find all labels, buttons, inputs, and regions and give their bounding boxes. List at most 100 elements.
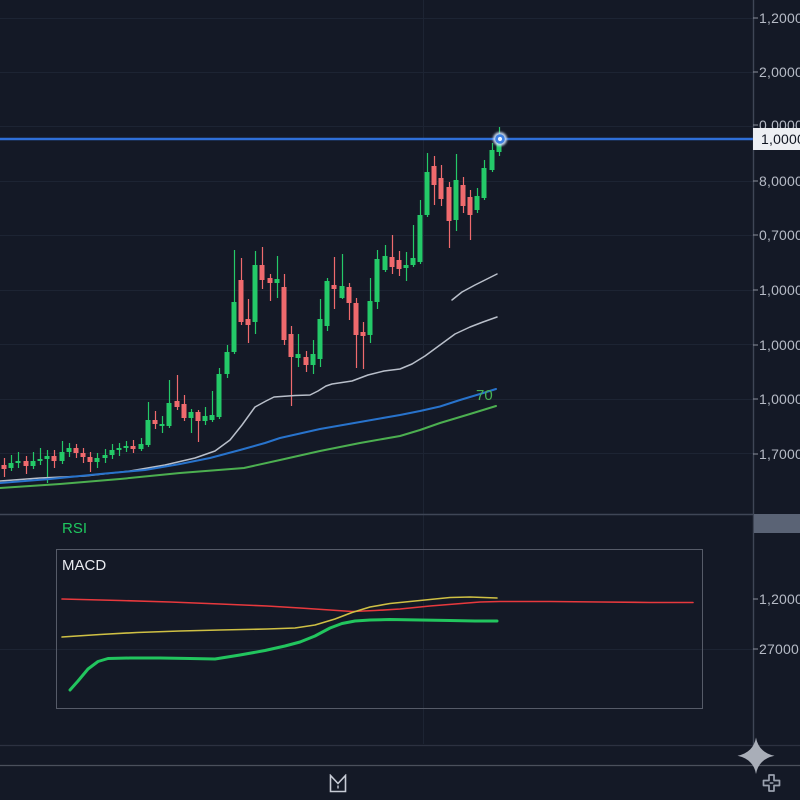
candle-body — [224, 352, 230, 374]
candle-body — [367, 301, 373, 335]
candle-body — [37, 459, 43, 461]
candle-body — [310, 354, 316, 365]
candle-body — [331, 285, 337, 289]
pane-separator-handle[interactable] — [754, 514, 800, 533]
candle-body — [288, 334, 294, 357]
candle-body — [346, 287, 352, 303]
candle-body — [30, 461, 36, 466]
price-axis-label: 1,2000 — [759, 10, 800, 26]
candle-body — [87, 457, 93, 462]
macd-yellow — [61, 596, 498, 638]
price-axis-label: 27000 — [759, 641, 799, 657]
price-axis-label: 2,0000 — [759, 64, 800, 80]
price-axis-tick — [753, 234, 758, 236]
candle-body — [44, 456, 50, 459]
candle-body — [252, 265, 258, 322]
candle-body — [438, 178, 444, 199]
price-axis-tick — [753, 648, 758, 650]
candle-body — [389, 257, 395, 267]
candle-body — [467, 197, 473, 215]
price-axis-label: 8,0000 — [759, 173, 800, 189]
candle-body — [80, 453, 86, 457]
candle-body — [410, 258, 416, 265]
candle-body — [59, 452, 65, 461]
price-axis-tick — [753, 124, 758, 126]
candle-body — [145, 420, 151, 445]
price-axis-label: 1,0000 — [759, 337, 800, 353]
candle-body — [317, 319, 323, 359]
candle-body — [8, 463, 14, 468]
candle-body — [15, 461, 21, 463]
price-axis-tick — [753, 289, 758, 291]
candle-body — [238, 280, 244, 322]
bottom-navigation-bar — [0, 765, 800, 800]
candle-body — [489, 150, 495, 170]
rsi-indicator-label[interactable]: RSI — [62, 520, 88, 537]
macd-signal-red — [61, 598, 694, 613]
candle-body — [424, 172, 430, 215]
candle-body — [1, 465, 7, 469]
candle-body — [396, 260, 402, 269]
macd-indicator-label[interactable]: MACD — [62, 557, 107, 574]
candle-body — [123, 446, 129, 448]
candle-body — [259, 265, 265, 280]
candle-body — [474, 196, 480, 210]
overbought-level-label: 70 — [476, 387, 493, 404]
ma-gray-fast — [451, 273, 498, 301]
candle-body — [94, 458, 100, 462]
ma-blue — [0, 388, 497, 484]
price-axis-label: 1,0000 — [759, 391, 800, 407]
price-axis-tick — [753, 180, 758, 182]
ma-green — [0, 405, 497, 489]
candle-body — [195, 412, 201, 421]
candle-body — [446, 187, 452, 221]
candle-body — [382, 256, 388, 270]
candle-body — [152, 420, 158, 424]
candle-body — [267, 278, 273, 283]
candle-body — [209, 415, 215, 420]
candle-body — [274, 279, 280, 283]
candle-body — [23, 461, 29, 466]
candle-body — [102, 455, 108, 458]
price-axis-tick — [753, 398, 758, 400]
candle-body — [109, 450, 115, 455]
candle-body — [73, 448, 79, 453]
candle-body — [417, 215, 423, 262]
price-axis-label: 1,7000 — [759, 446, 800, 462]
candle-body — [231, 302, 237, 352]
candle-body — [188, 412, 194, 418]
current-price-label: 1,0000 — [753, 128, 800, 150]
candle-body — [245, 319, 251, 325]
price-axis-tick — [753, 598, 758, 600]
candle-body — [159, 424, 165, 426]
sparkle-icon[interactable] — [736, 736, 776, 776]
candle-body — [360, 332, 366, 336]
candle-body — [339, 286, 345, 298]
price-axis-tick — [753, 453, 758, 455]
m-logo-icon[interactable] — [329, 774, 348, 794]
candle-body — [324, 281, 330, 326]
candle-body — [166, 403, 172, 426]
candle-body — [281, 287, 287, 340]
candle-body — [66, 448, 72, 452]
current-price-value: 1,0000 — [761, 131, 800, 147]
candle-body — [174, 401, 180, 407]
price-axis-tick — [753, 344, 758, 346]
plus-icon[interactable] — [762, 773, 781, 793]
price-axis-label: 1,2000 — [759, 591, 800, 607]
candle-body — [202, 416, 208, 421]
candle-body — [403, 265, 409, 268]
candle-body — [303, 357, 309, 365]
candle-body — [353, 303, 359, 335]
candle-body — [374, 259, 380, 302]
ma-gray-slow — [0, 316, 498, 482]
price-axis-tick — [753, 71, 758, 73]
candle-body — [295, 354, 301, 358]
last-price-marker-core — [497, 136, 503, 142]
macd-green — [68, 618, 499, 692]
candle-body — [453, 180, 459, 220]
candle-body — [460, 185, 466, 206]
macd-panel-frame — [56, 549, 703, 709]
